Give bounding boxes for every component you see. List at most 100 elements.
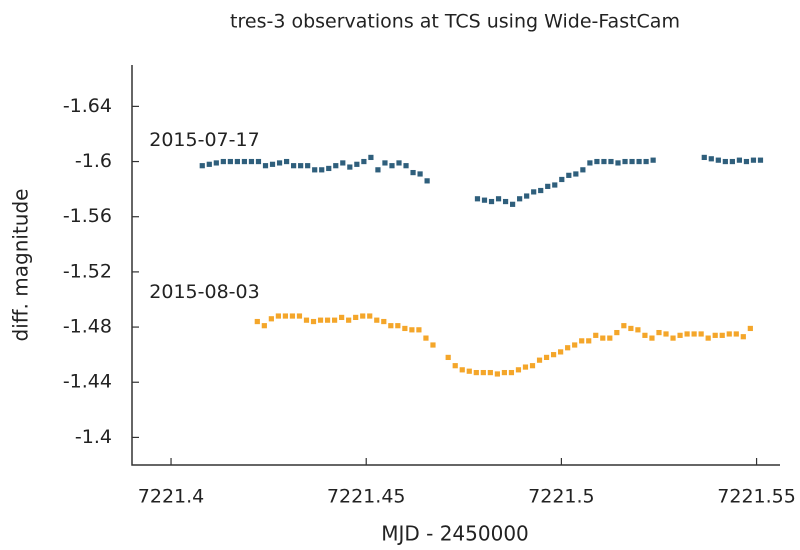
y-tick-label: -1.52: [63, 260, 112, 282]
data-point: [628, 325, 634, 332]
data-point: [199, 163, 205, 169]
data-point: [719, 332, 725, 338]
data-point: [481, 197, 488, 203]
y-axis-label: diff. magnitude: [9, 189, 33, 342]
data-point: [670, 335, 676, 341]
data-point: [712, 332, 718, 338]
data-point: [722, 158, 728, 165]
y-tick-label: -1.48: [63, 316, 112, 338]
data-point: [375, 167, 381, 173]
data-point: [227, 158, 233, 165]
data-point: [254, 318, 260, 325]
data-point: [275, 313, 281, 319]
data-point: [565, 345, 571, 351]
data-point: [621, 323, 627, 329]
data-point: [502, 198, 509, 205]
data-point: [501, 369, 508, 376]
data-point: [608, 158, 614, 165]
data-point: [331, 317, 338, 323]
data-point: [473, 369, 479, 376]
data-point: [430, 342, 436, 348]
data-point: [213, 160, 219, 166]
data-point: [396, 160, 402, 166]
data-point: [268, 316, 274, 322]
data-point: [740, 334, 746, 340]
data-point: [326, 165, 332, 172]
data-point: [558, 349, 564, 355]
data-point: [538, 187, 544, 194]
data-point: [750, 157, 757, 163]
data-point: [601, 158, 607, 165]
data-point: [698, 331, 704, 337]
data-point: [480, 369, 486, 376]
data-point: [319, 167, 325, 173]
data-point: [361, 158, 367, 165]
data-point: [466, 368, 472, 374]
data-point: [580, 167, 586, 173]
data-point: [510, 201, 516, 207]
data-point: [552, 182, 558, 188]
data-point: [615, 160, 621, 166]
data-point: [340, 160, 346, 166]
data-point: [474, 196, 481, 202]
data-point: [642, 332, 648, 338]
data-point: [529, 363, 536, 369]
data-point: [389, 163, 395, 169]
data-point: [559, 176, 565, 183]
data-point: [353, 314, 359, 321]
data-point: [241, 158, 248, 165]
data-point: [487, 369, 493, 376]
series-label: 2015-07-17: [149, 129, 259, 151]
x-tick-label: 7221.4: [138, 486, 204, 508]
y-tick-label: -1.44: [63, 371, 112, 393]
data-point: [269, 161, 276, 167]
data-point: [452, 363, 458, 369]
data-point: [757, 157, 764, 163]
data-point: [347, 164, 353, 170]
data-point: [629, 158, 635, 165]
data-point: [572, 342, 578, 348]
data-point: [324, 317, 331, 323]
data-point: [579, 338, 585, 344]
data-point: [650, 157, 656, 163]
data-point: [416, 327, 422, 333]
data-point: [684, 331, 690, 337]
data-point: [708, 156, 714, 162]
data-point: [522, 364, 529, 370]
data-point: [677, 332, 683, 338]
data-point: [587, 160, 593, 166]
y-tick-label: -1.56: [63, 205, 112, 227]
data-point: [726, 331, 732, 337]
data-point: [459, 367, 465, 373]
data-point: [234, 158, 240, 165]
data-point: [382, 160, 388, 166]
data-point: [291, 163, 297, 169]
data-point: [282, 313, 289, 319]
data-point: [312, 167, 318, 173]
data-point: [715, 157, 721, 163]
data-point: [649, 335, 655, 341]
data-point: [346, 317, 352, 323]
data-point: [276, 160, 283, 166]
data-point: [374, 317, 380, 323]
data-point: [736, 157, 743, 163]
data-point: [705, 335, 711, 341]
x-tick-label: 7221.55: [717, 486, 796, 508]
data-point: [296, 313, 303, 319]
data-point: [747, 325, 753, 332]
data-point: [360, 313, 366, 319]
series-label: 2015-08-03: [149, 281, 259, 303]
data-point: [388, 323, 394, 329]
data-point: [220, 158, 226, 165]
data-point: [566, 172, 572, 178]
data-point: [317, 317, 324, 323]
y-tick-label: -1.64: [63, 95, 112, 117]
data-point: [395, 323, 401, 329]
data-point: [593, 332, 599, 338]
data-point: [409, 327, 415, 333]
x-axis-label: MJD - 2450000: [381, 522, 529, 546]
data-point: [545, 183, 551, 189]
data-point: [635, 327, 641, 333]
data-point: [531, 189, 537, 195]
data-point: [743, 158, 750, 165]
